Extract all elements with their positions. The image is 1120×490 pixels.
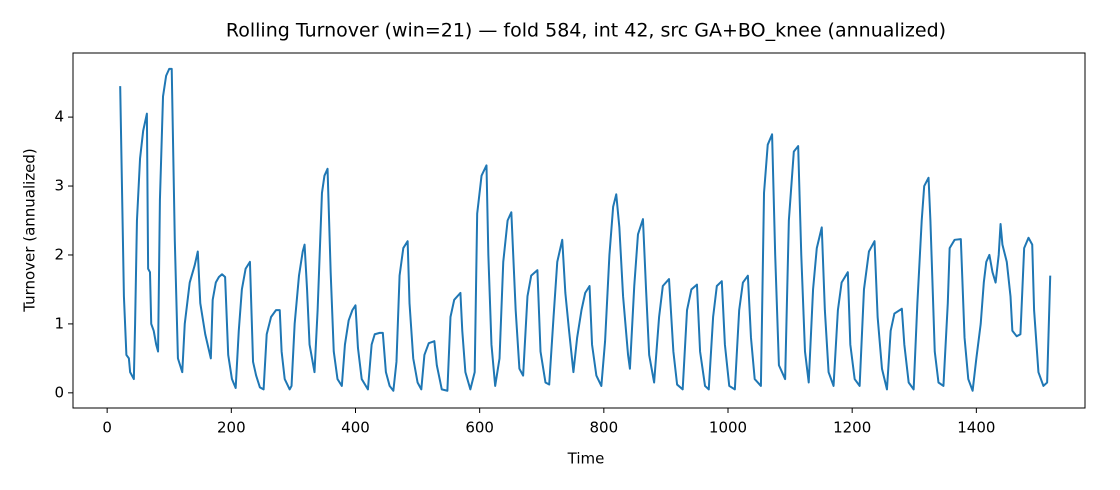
- y-tick-label: 4: [54, 108, 64, 126]
- x-tick-label: 800: [590, 419, 619, 437]
- x-tick-label: 1000: [709, 419, 747, 437]
- x-axis-label: Time: [567, 450, 605, 468]
- y-axis-label: Turnover (annualized): [21, 148, 39, 313]
- x-tick-label: 400: [341, 419, 370, 437]
- chart-title: Rolling Turnover (win=21) — fold 584, in…: [226, 20, 946, 42]
- x-tick-label: 1400: [957, 419, 995, 437]
- y-tick-label: 2: [54, 245, 64, 263]
- x-tick-label: 600: [465, 419, 494, 437]
- x-tick-label: 1200: [833, 419, 871, 437]
- x-tick-label: 200: [217, 419, 246, 437]
- y-tick-label: 0: [54, 383, 64, 401]
- plot-frame: [72, 52, 1086, 409]
- y-tick-label: 1: [54, 314, 64, 332]
- y-tick-label: 3: [54, 177, 64, 195]
- series-line: [119, 67, 1052, 392]
- x-tick-label: 0: [102, 419, 112, 437]
